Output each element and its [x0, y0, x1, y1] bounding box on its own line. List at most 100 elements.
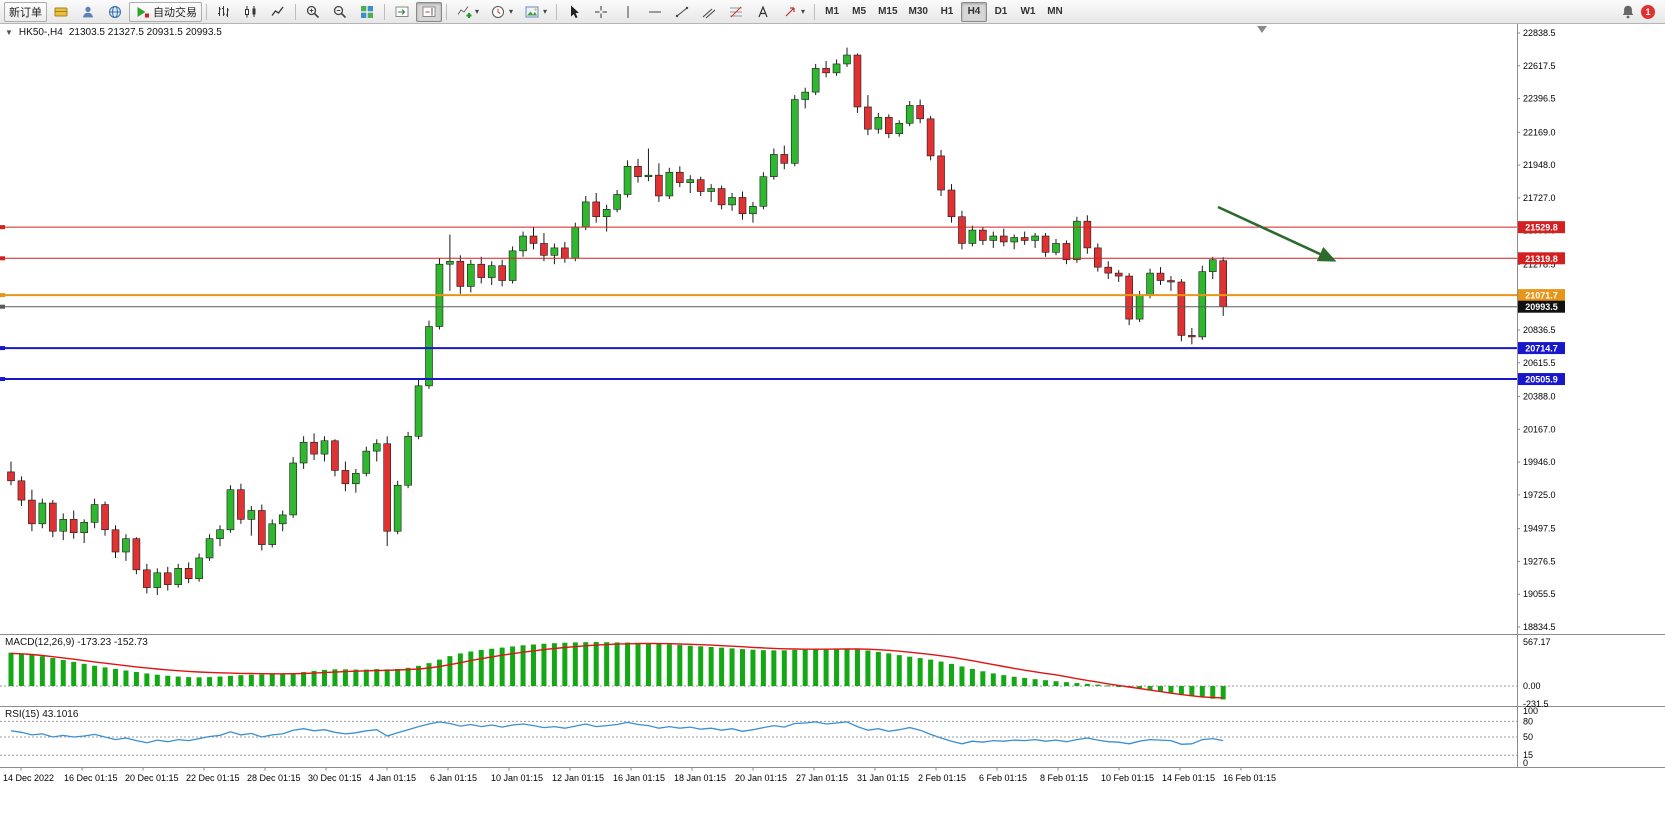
bar-chart-button[interactable]: [211, 2, 237, 22]
price-axis-label: 20836.5: [1523, 325, 1556, 335]
fibonacci-tool-button[interactable]: [723, 2, 749, 22]
trend-arrow-annotation[interactable]: [1217, 205, 1337, 262]
line-chart-button[interactable]: [265, 2, 291, 22]
price-tag: 21071.7: [1525, 291, 1558, 301]
one-click-trading-toggle-icon[interactable]: [5, 28, 13, 37]
timeframe-m15-button[interactable]: M15: [878, 6, 898, 17]
crosshair-tool-button[interactable]: [588, 2, 614, 22]
price-axis-label: 21278.5: [1523, 259, 1556, 269]
toolbar-separator: [556, 3, 558, 20]
notification-badge[interactable]: 1: [1641, 4, 1655, 19]
tile-windows-button[interactable]: [354, 2, 380, 22]
timeframe-mn-button[interactable]: MN: [1047, 6, 1063, 17]
new-order-button[interactable]: 新订单: [4, 1, 47, 22]
time-axis-label: 6 Feb 01:15: [979, 773, 1027, 783]
auto-scroll-button[interactable]: [389, 2, 415, 22]
timeframe-m5-button[interactable]: M5: [852, 6, 867, 17]
candlestick-chart-icon: [245, 5, 256, 17]
price-axis-label: 18834.5: [1523, 622, 1556, 632]
add-indicator-icon: [457, 5, 472, 18]
timeframe-m1-button[interactable]: M1: [825, 6, 840, 17]
profile-button[interactable]: [75, 2, 101, 22]
trendline-tool-button[interactable]: [669, 2, 695, 22]
symbol-period-label: HK50-,H4: [18, 27, 63, 38]
timeframe-m30-button[interactable]: M30: [908, 6, 928, 17]
dropdown-caret-icon[interactable]: [475, 8, 479, 16]
price-axis-label: 19055.5: [1523, 589, 1556, 599]
time-axis-label: 28 Dec 01:15: [247, 773, 301, 783]
time-axis-label: 12 Jan 01:15: [552, 773, 604, 783]
price-tag: 21529.8: [1525, 223, 1558, 233]
rsi-axis-label: 50: [1523, 732, 1533, 742]
macd-indicator-label: MACD(12,26,9) -173.23 -152.73: [5, 637, 148, 648]
macd-panel: [0, 642, 1517, 700]
autotrade-button[interactable]: 自动交易: [129, 1, 202, 22]
candlestick-chart-button[interactable]: [238, 2, 264, 22]
line-chart-icon: [271, 6, 284, 16]
chart-shift-marker[interactable]: [1257, 26, 1267, 33]
timeframe-h4-button[interactable]: H4: [960, 1, 987, 22]
timeframe-d1-button[interactable]: D1: [994, 6, 1008, 17]
arrows-tool-button[interactable]: [777, 2, 810, 22]
zoom-out-button[interactable]: [327, 2, 353, 22]
text-tool-button[interactable]: [750, 2, 776, 22]
rsi-axis-label: 15: [1523, 750, 1533, 760]
text-icon: [758, 4, 768, 17]
price-axis-label: 19725.0: [1523, 490, 1556, 500]
dropdown-caret-icon[interactable]: [543, 8, 547, 16]
period-clock-icon: [492, 5, 505, 18]
zoom-in-button[interactable]: [300, 2, 326, 22]
time-axis-label: 16 Dec 01:15: [64, 773, 118, 783]
chart-shift-button[interactable]: [416, 1, 442, 22]
channel-tool-button[interactable]: [696, 2, 722, 22]
toolbar-separator: [384, 3, 385, 20]
arrows-icon: [785, 6, 795, 16]
time-axis-label: 8 Feb 01:15: [1040, 773, 1088, 783]
horizontal-line-tool-button[interactable]: [642, 2, 668, 22]
price-axis-label: 22169.0: [1523, 127, 1556, 137]
zoom-in-icon: [306, 5, 320, 18]
period-menu-button[interactable]: [485, 2, 518, 22]
fibonacci-icon: [730, 6, 743, 17]
price-tag: 20993.5: [1525, 302, 1558, 312]
template-menu-button[interactable]: [519, 2, 552, 22]
timeframe-h1-button[interactable]: H1: [940, 6, 954, 17]
cursor-icon: [571, 5, 579, 18]
vertical-line-tool-button[interactable]: [615, 2, 641, 22]
chart-window: HK50-,H4 21303.5 21327.5 20931.5 20993.5…: [0, 24, 1665, 839]
community-button[interactable]: [102, 2, 128, 22]
time-axis-label: 31 Jan 01:15: [857, 773, 909, 783]
time-axis-label: 22 Dec 01:15: [186, 773, 240, 783]
time-axis-label: 20 Dec 01:15: [125, 773, 179, 783]
dropdown-caret-icon[interactable]: [801, 8, 805, 16]
time-axis-label: 14 Feb 01:15: [1162, 773, 1215, 783]
community-icon: [109, 5, 121, 18]
template-icon: [525, 6, 539, 17]
toolbar-right: 1: [1620, 4, 1661, 20]
timeframe-w1-button[interactable]: W1: [1020, 6, 1036, 17]
panel-separators: [0, 24, 1665, 768]
horizontal-lines: [0, 225, 1517, 382]
market-watch-button[interactable]: [48, 2, 74, 22]
crosshair-icon: [595, 5, 608, 18]
time-axis[interactable]: 14 Dec 2022 16 Dec 01:15 20 Dec 01:15 22 De…: [3, 767, 1276, 784]
chart-canvas[interactable]: 22838.5 22617.5 22396.5 22169.0 21948.0 21727…: [0, 24, 1665, 839]
price-axis-label: 22838.5: [1523, 28, 1556, 38]
price-axis-label: 20615.5: [1523, 358, 1556, 368]
price-axis-label: 19946.0: [1523, 457, 1556, 467]
add-indicator-button[interactable]: [451, 2, 484, 22]
price-axis-label: 21948.0: [1523, 160, 1556, 170]
toolbar-separator: [814, 3, 816, 20]
timeframe-bar: M1 M5 M15 M30 H1 H4 D1 W1 MN: [819, 1, 1068, 22]
time-axis-label: 10 Feb 01:15: [1101, 773, 1154, 783]
notification-bell-icon[interactable]: [1620, 4, 1636, 20]
autotrade-icon: [137, 6, 149, 17]
rsi-panel: [0, 720, 1517, 756]
vertical-line-icon: [627, 5, 629, 18]
cursor-tool-button[interactable]: [561, 2, 587, 22]
price-tag: 20714.7: [1525, 344, 1558, 354]
price-axis[interactable]: 22838.5 22617.5 22396.5 22169.0 21948.0 21727…: [1517, 28, 1556, 632]
dropdown-caret-icon[interactable]: [509, 8, 513, 16]
